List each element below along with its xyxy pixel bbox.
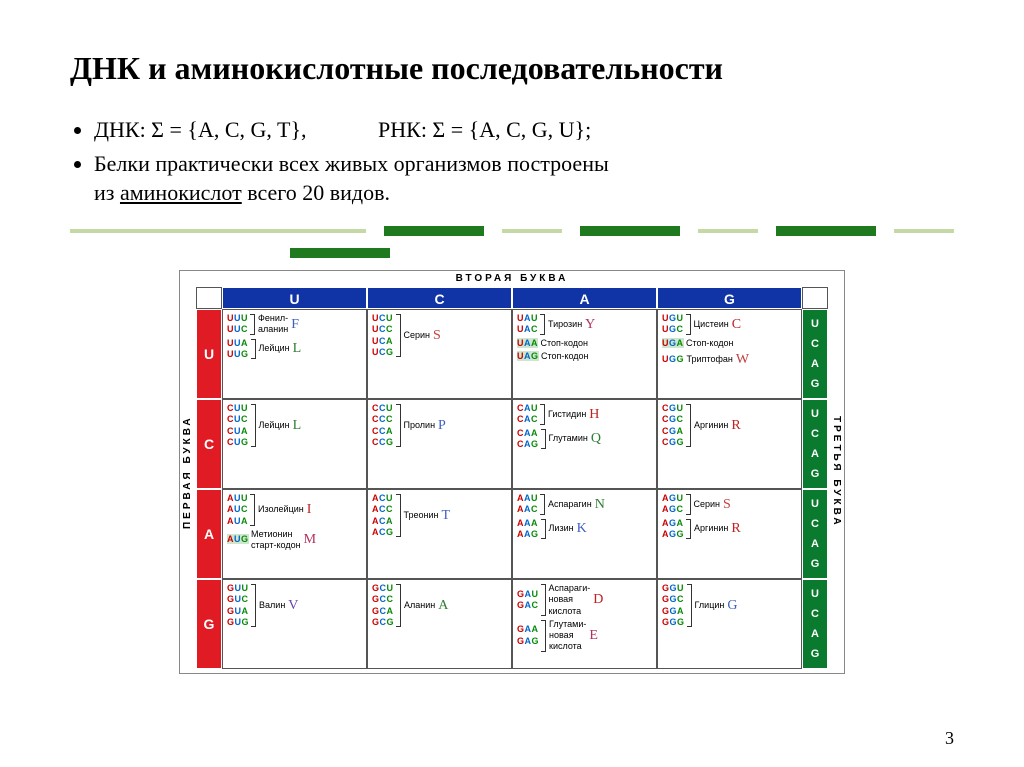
bullet-list: ДНК: Σ = {A, C, G, T}, РНК: Σ = {A, C, G… (70, 115, 954, 208)
codon-cell: GAUGACАспараги-новаякислотаDGAAGAGГлутам… (512, 579, 657, 669)
right-label: ТРЕТЬЯ БУКВА (831, 271, 842, 673)
row-header: C (196, 399, 222, 489)
codon-cell: AGUAGCСеринSAGAAGGАргининR (657, 489, 802, 579)
third-letter-col: UCAG (802, 579, 828, 669)
third-letter-col: UCAG (802, 399, 828, 489)
codon-cell: CGUCGCCGACGGАргининR (657, 399, 802, 489)
row-header: G (196, 579, 222, 669)
codon-cell: UAUUACТирозинYUAA Стоп-кодонUAG Стоп-код… (512, 309, 657, 399)
left-label: ПЕРВАЯ БУКВА (182, 271, 193, 673)
page-title: ДНК и аминокислотные последовательности (70, 50, 954, 87)
bullet-2a: Белки практически всех живых организмов … (94, 151, 609, 176)
bullet-1-dna: ДНК: Σ = {A, C, G, T}, (94, 117, 307, 142)
divider-accent (290, 248, 390, 258)
codon-cell: CAUCACГистидинHCAACAGГлутаминQ (512, 399, 657, 489)
bullet-1: ДНК: Σ = {A, C, G, T}, РНК: Σ = {A, C, G… (94, 115, 954, 145)
codon-cell: GGUGGCGGAGGGГлицинG (657, 579, 802, 669)
col-header: A (512, 287, 657, 309)
codon-cell: UUUUUCФенил-аланинFUUAUUGЛейцинL (222, 309, 367, 399)
codon-cell: AUUAUCAUAИзолейцинIAUG Метионинстарт-код… (222, 489, 367, 579)
slide: ДНК и аминокислотные последовательности … (0, 0, 1024, 694)
col-header: G (657, 287, 802, 309)
divider (70, 226, 954, 236)
codon-cell: GCUGCCGCAGCGАланинA (367, 579, 512, 669)
codon-cell: UGUUGCЦистеинCUGA Стоп-кодонUGG Триптофа… (657, 309, 802, 399)
bullet-2: Белки практически всех живых организмов … (94, 149, 954, 208)
codon-grid: UCAGUUUUUUCФенил-аланинFUUAUUGЛейцинLUCU… (196, 287, 828, 669)
col-header: U (222, 287, 367, 309)
third-letter-col: UCAG (802, 309, 828, 399)
bullet-2b: из (94, 180, 120, 205)
codon-cell: CCUCCCCCACCGПролинP (367, 399, 512, 489)
row-header: A (196, 489, 222, 579)
codon-table: ВТОРАЯ БУКВА ПЕРВАЯ БУКВА ТРЕТЬЯ БУКВА U… (179, 270, 845, 674)
top-label: ВТОРАЯ БУКВА (180, 273, 844, 284)
codon-cell: AAUAACАспарагинNAAAAAGЛизинK (512, 489, 657, 579)
codon-cell: GUUGUCGUAGUGВалинV (222, 579, 367, 669)
bullet-1-rna: РНК: Σ = {A, C, G, U}; (378, 117, 591, 142)
codon-cell: CUUCUCCUACUGЛейцинL (222, 399, 367, 489)
row-header: U (196, 309, 222, 399)
codon-cell: UCUUCCUCAUCGСеринS (367, 309, 512, 399)
bullet-2c: аминокислот (120, 180, 242, 205)
bullet-2d: всего 20 видов. (242, 180, 390, 205)
codon-cell: ACUACCACAACGТреонинT (367, 489, 512, 579)
third-letter-col: UCAG (802, 489, 828, 579)
page-number: 3 (945, 728, 954, 749)
col-header: C (367, 287, 512, 309)
codon-table-wrap: ВТОРАЯ БУКВА ПЕРВАЯ БУКВА ТРЕТЬЯ БУКВА U… (70, 270, 954, 674)
